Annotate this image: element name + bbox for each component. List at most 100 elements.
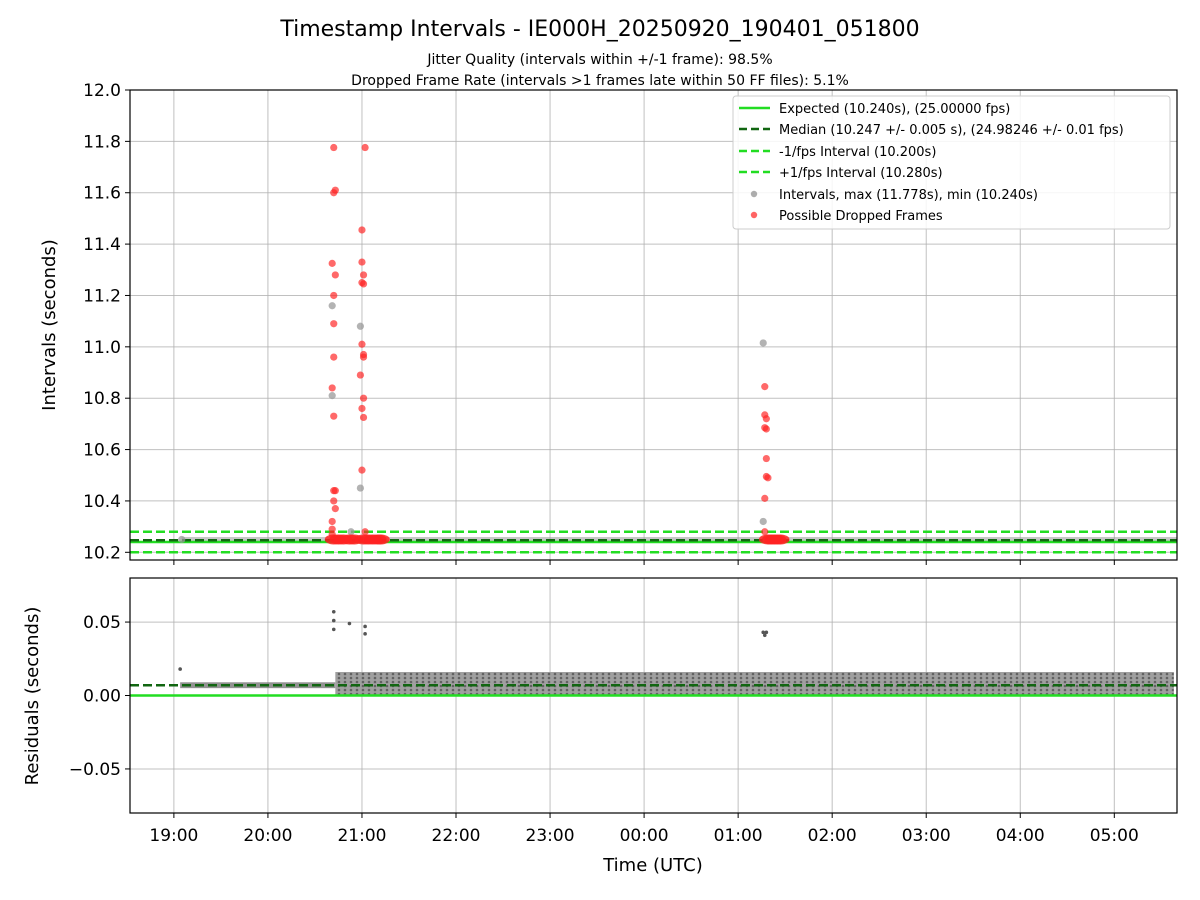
intervals-y-tick-label: 10.8: [83, 389, 121, 409]
residuals-band: [180, 672, 1174, 696]
intervals-x-tick-marks: [173, 560, 1115, 565]
dropped-frame-point: [358, 404, 366, 413]
residual-point: [363, 624, 367, 629]
interval-point: [328, 392, 336, 400]
dropped-frame-point: [358, 340, 366, 348]
residuals-y-tick-label: −0.05: [69, 760, 121, 780]
dropped-frame-point: [358, 226, 366, 234]
legend-dropped-marker: [750, 211, 758, 219]
dropped-frame-point: [358, 258, 366, 266]
x-tick-label: 00:00: [620, 826, 669, 846]
residuals-y-axis-label: Residuals (seconds): [22, 607, 43, 786]
x-tick-label: 21:00: [337, 826, 386, 846]
intervals-y-tick-label: 10.2: [83, 543, 121, 563]
x-tick-label: 01:00: [714, 826, 763, 846]
intervals-y-tick-label: 10.6: [83, 441, 121, 461]
intervals-y-tick-label: 10.4: [83, 492, 121, 512]
residual-point: [347, 621, 352, 626]
legend-median-label: Median (10.247 +/- 0.005 s), (24.98246 +…: [779, 123, 1124, 138]
residuals-reference-lines: [130, 683, 1177, 697]
dropped-frame-point: [361, 528, 369, 536]
residuals-points: [178, 609, 769, 671]
dropped-frame-point: [358, 466, 366, 474]
dropped-frame-point: [761, 528, 769, 536]
legend-box: [732, 95, 1171, 230]
x-tick-label: 05:00: [1090, 826, 1139, 846]
interval-point: [328, 302, 336, 310]
interval-point: [759, 339, 767, 347]
residual-point: [331, 627, 336, 632]
legend-intervals-label: Intervals, max (11.778s), min (10.240s): [779, 188, 1038, 203]
x-tick-label: 23:00: [526, 826, 575, 846]
x-axis-label: Time (UTC): [602, 855, 703, 876]
interval-point: [347, 528, 355, 536]
intervals-y-ticks: 10.2 10.4 10.6 10.8 11.0 11.2 11.4 11.6 11.8 12.0: [83, 81, 130, 563]
dropped-frame-point: [359, 280, 368, 288]
interval-point: [356, 322, 365, 330]
dropped-frame-point: [330, 497, 338, 505]
dropped-frame-point: [330, 291, 338, 300]
intervals-y-tick-label: 11.8: [83, 132, 121, 152]
residuals-x-ticks: 19:00 20:00 21:00 22:00 23:00 00:00 01:00 02:00…: [149, 813, 1139, 846]
x-tick-label: 22:00: [432, 826, 481, 846]
dropped-frame-point: [331, 186, 339, 194]
dropped-frame-point: [359, 394, 368, 402]
dropped-frame-point: [762, 415, 770, 423]
chart-title: Timestamp Intervals - IE000H_20250920_19…: [279, 17, 919, 42]
dropped-frame-cluster: [771, 534, 790, 545]
x-tick-label: 04:00: [996, 826, 1045, 846]
residual-point: [178, 667, 182, 671]
x-tick-label: 19:00: [149, 826, 198, 846]
dropped-frame-point: [328, 517, 336, 526]
intervals-panel: 10.2 10.4 10.6 10.8 11.0 11.2 11.4 11.6 11.8 12.0…: [39, 81, 1178, 565]
dropped-frame-point: [330, 487, 338, 495]
intervals-y-axis-label: Intervals (seconds): [39, 239, 60, 411]
dropped-frame-point: [330, 143, 338, 152]
residuals-y-tick-label: 0.00: [83, 687, 121, 707]
dropped-frame-point: [330, 412, 338, 420]
legend-minus-fps-label: -1/fps Interval (10.200s): [779, 145, 936, 160]
residual-point: [331, 618, 336, 623]
intervals-axes-frame: [129, 89, 1178, 561]
intervals-y-tick-label: 11.6: [83, 184, 121, 204]
dropped-frame-point: [330, 320, 338, 328]
dropped-frame-point: [356, 371, 365, 379]
residuals-pre-band: [180, 682, 336, 689]
dropped-frame-point: [764, 474, 772, 482]
dropped-frame-point: [331, 271, 339, 279]
x-tick-label: 02:00: [808, 826, 857, 846]
dropped-frame-point: [361, 143, 369, 152]
legend: Expected (10.240s), (25.00000 fps) Media…: [732, 95, 1171, 230]
dropped-frame-point: [762, 454, 770, 463]
intervals-y-tick-label: 12.0: [83, 81, 121, 101]
legend-plus-fps-label: +1/fps Interval (10.280s): [779, 166, 943, 181]
residual-point: [764, 630, 769, 635]
residual-point: [363, 632, 367, 636]
legend-dropped-label: Possible Dropped Frames: [779, 209, 943, 224]
intervals-y-tick-label: 11.4: [83, 235, 121, 255]
residual-point: [761, 630, 766, 635]
residuals-dense-band: [335, 672, 1174, 696]
dropped-frame-point: [330, 353, 338, 361]
dropped-frame-cluster: [371, 534, 390, 545]
legend-intervals-marker: [750, 190, 758, 198]
dropped-frame-point: [761, 383, 769, 391]
chart-subtitle-line-1: Jitter Quality (intervals within +/-1 fr…: [426, 52, 772, 68]
interval-point: [356, 484, 365, 492]
legend-expected-label: Expected (10.240s), (25.00000 fps): [779, 102, 1010, 117]
x-tick-label: 03:00: [902, 826, 951, 846]
chart-subtitle-line-2: Dropped Frame Rate (intervals >1 frames …: [351, 73, 849, 89]
x-tick-label: 20:00: [243, 826, 292, 846]
residuals-panel: −0.05 0.00 0.05 19:00 20:00 21:00 22:00 23:00 0…: [22, 577, 1178, 876]
dropped-frame-point: [761, 494, 769, 502]
intervals-y-tick-label: 11.2: [83, 286, 121, 306]
dropped-frame-point: [359, 413, 368, 422]
residuals-y-ticks: −0.05 0.00 0.05: [69, 613, 130, 780]
dropped-frame-point: [331, 505, 339, 513]
interval-point: [759, 517, 767, 526]
residual-point: [331, 609, 336, 614]
dropped-frame-point: [328, 384, 336, 392]
dropped-frame-point: [328, 525, 336, 533]
intervals-points: [178, 143, 790, 545]
